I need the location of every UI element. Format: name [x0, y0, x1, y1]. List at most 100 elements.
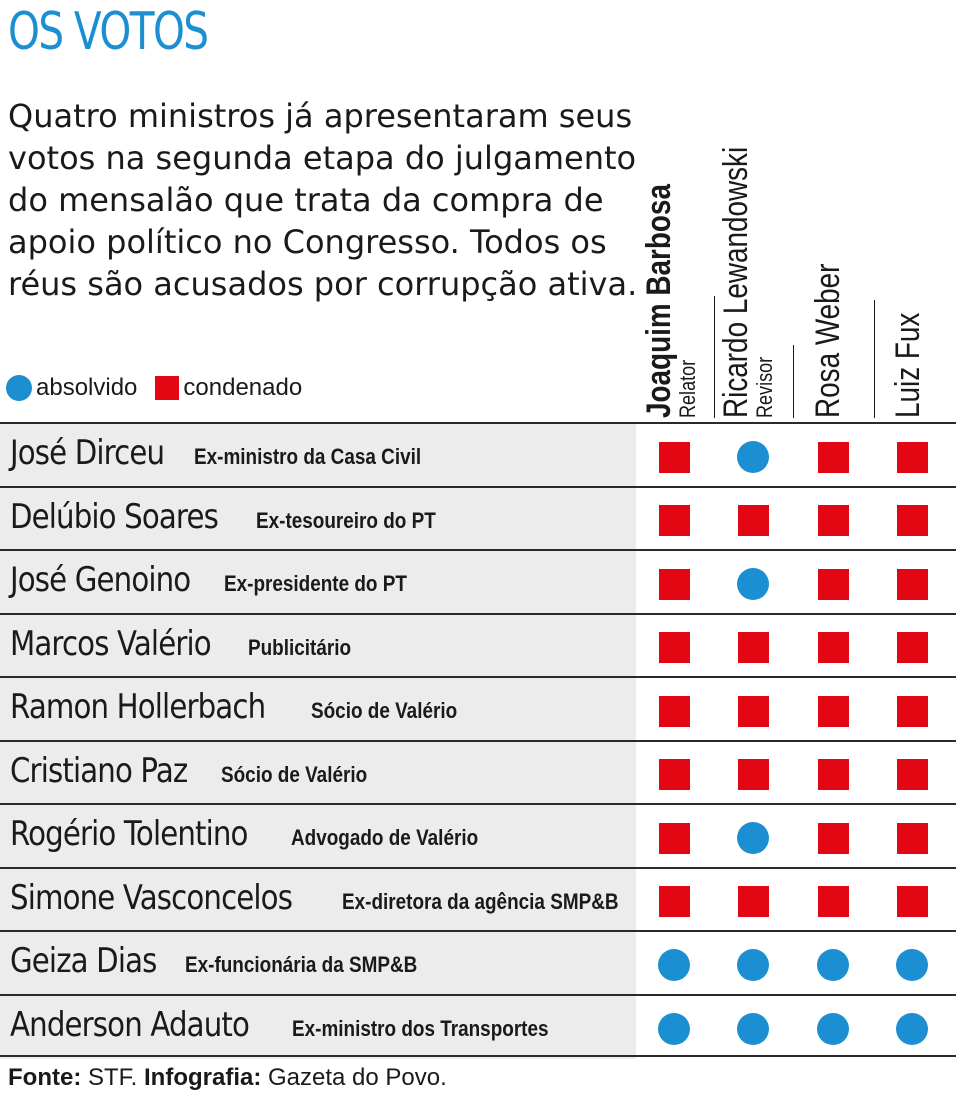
- table-row: Geiza Dias Ex-funcionária da SMP&B: [0, 930, 956, 995]
- table-row: Rogério Tolentino Advogado de Valério: [0, 803, 956, 868]
- vote-mark-absolvido: [737, 949, 769, 981]
- defendant-name: Simone Vasconcelos: [10, 877, 293, 918]
- defendant-description: Sócio de Valério: [220, 761, 367, 787]
- defendant-name: José Dirceu: [10, 433, 165, 473]
- judge-name: Ricardo Lewandowski: [717, 146, 755, 418]
- defendant-description: Ex-ministro dos Transportes: [292, 1015, 549, 1041]
- table-row: Cristiano Paz Sócio de Valério: [0, 739, 956, 805]
- vote-mark-condenado: [658, 441, 690, 473]
- legend-absolvido: absolvido: [36, 374, 138, 401]
- chart-title: OS VOTOS: [8, 2, 209, 62]
- vote-mark-condenado: [896, 759, 928, 790]
- absolvido-icon: [6, 375, 32, 401]
- table-row: Marcos Valério Publicitário: [0, 612, 956, 678]
- vote-mark-condenado: [896, 632, 928, 663]
- judge-name: Joaquim Barbosa: [640, 184, 678, 418]
- vote-mark-condenado: [896, 695, 928, 727]
- vote-mark-condenado: [737, 759, 769, 790]
- row-label-background: [0, 614, 636, 678]
- vote-mark-condenado: [817, 822, 849, 854]
- row-label-background: [0, 487, 636, 551]
- table-row: Ramon Hollerbach Sócio de Valério: [0, 676, 956, 741]
- vote-mark-condenado: [658, 568, 690, 600]
- vote-mark-condenado: [817, 886, 849, 917]
- vote-mark-condenado: [817, 505, 849, 536]
- judge-header-1: Ricardo Lewandowski Revisor: [717, 88, 778, 418]
- vote-mark-absolvido: [896, 1012, 928, 1045]
- infografia-value: Gazeta do Povo.: [268, 1064, 447, 1091]
- defendant-name: Delúbio Soares: [10, 496, 219, 537]
- vote-mark-condenado: [817, 759, 849, 790]
- intro-text: Quatro ministros já apresentaram seus vo…: [8, 97, 638, 303]
- table-row: Delúbio Soares Ex-tesoureiro do PT: [0, 485, 956, 551]
- legend: absolvido condenado: [6, 374, 302, 402]
- defendant-name: Cristiano Paz: [10, 750, 188, 791]
- vote-mark-absolvido: [817, 1012, 849, 1045]
- vote-mark-absolvido: [737, 822, 769, 854]
- vote-mark-absolvido: [658, 949, 690, 981]
- vote-mark-condenado: [896, 886, 928, 917]
- vote-mark-condenado: [817, 632, 849, 663]
- vote-mark-absolvido: [817, 949, 849, 981]
- judge-role: Revisor: [752, 356, 777, 418]
- vote-mark-condenado: [658, 505, 690, 536]
- vote-mark-condenado: [896, 441, 928, 473]
- vote-mark-condenado: [737, 632, 769, 663]
- row-label-background: [0, 678, 636, 741]
- vote-mark-condenado: [817, 695, 849, 727]
- row-label: Simone Vasconcelos Ex-diretora da agênci…: [10, 878, 635, 924]
- vote-mark-condenado: [896, 822, 928, 854]
- vote-mark-condenado: [896, 568, 928, 600]
- judge-divider: [714, 296, 715, 418]
- source-line: Fonte: STF. Infografia: Gazeta do Povo.: [8, 1064, 447, 1092]
- table-row: José Genoino Ex-presidente do PT: [0, 549, 956, 614]
- judge-divider: [874, 300, 875, 418]
- defendant-name: Ramon Hollerbach: [10, 687, 266, 727]
- vote-mark-condenado: [658, 695, 690, 727]
- defendant-description: Ex-diretora da agência SMP&B: [342, 888, 619, 914]
- vote-mark-condenado: [658, 759, 690, 790]
- defendant-description: Ex-tesoureiro do PT: [256, 507, 437, 533]
- vote-mark-condenado: [737, 695, 769, 727]
- defendant-name: Anderson Adauto: [10, 1004, 250, 1045]
- vote-mark-condenado: [658, 886, 690, 917]
- row-label-background: [0, 805, 636, 868]
- defendant-name: Rogério Tolentino: [10, 814, 248, 854]
- row-label-background: [0, 868, 636, 932]
- row-label: José Genoino Ex-presidente do PT: [10, 560, 635, 606]
- row-label-background: [0, 932, 636, 995]
- defendant-description: Sócio de Valério: [311, 698, 458, 723]
- judge-divider: [793, 345, 794, 418]
- defendant-name: José Genoino: [10, 560, 191, 600]
- vote-mark-absolvido: [896, 949, 928, 981]
- infografia-label: Infografia:: [144, 1064, 262, 1091]
- defendant-description: Ex-funcionária da SMP&B: [184, 952, 418, 977]
- row-label-background: [0, 424, 636, 487]
- table-row: José Dirceu Ex-ministro da Casa Civil: [0, 422, 956, 487]
- vote-mark-absolvido: [737, 441, 769, 473]
- judge-header-3: Luiz Fux: [889, 88, 950, 418]
- table-bottom-rule: [0, 1055, 956, 1057]
- defendant-description: Publicitário: [247, 634, 351, 660]
- defendant-name: Marcos Valério: [10, 623, 212, 664]
- source-value: STF.: [87, 1064, 138, 1091]
- vote-mark-condenado: [658, 822, 690, 854]
- row-label: Cristiano Paz Sócio de Valério: [10, 751, 635, 797]
- table-row: Simone Vasconcelos Ex-diretora da agênci…: [0, 866, 956, 932]
- vote-mark-absolvido: [658, 1012, 690, 1045]
- defendant-description: Ex-ministro da Casa Civil: [193, 444, 421, 469]
- row-label-background: [0, 741, 636, 805]
- vote-mark-absolvido: [737, 568, 769, 600]
- vote-mark-condenado: [817, 568, 849, 600]
- defendant-name: Geiza Dias: [10, 941, 157, 981]
- vote-mark-condenado: [737, 886, 769, 917]
- vote-mark-condenado: [817, 441, 849, 473]
- defendant-description: Ex-presidente do PT: [224, 571, 408, 596]
- row-label: Geiza Dias Ex-funcionária da SMP&B: [10, 941, 635, 987]
- judge-header-0: Joaquim Barbosa Relator: [640, 88, 701, 418]
- row-label: Delúbio Soares Ex-tesoureiro do PT: [10, 497, 635, 543]
- vote-mark-condenado: [658, 632, 690, 663]
- row-label: Anderson Adauto Ex-ministro dos Transpor…: [10, 1005, 635, 1051]
- judge-name: Luiz Fux: [889, 312, 927, 418]
- table-row: Anderson Adauto Ex-ministro dos Transpor…: [0, 993, 956, 1059]
